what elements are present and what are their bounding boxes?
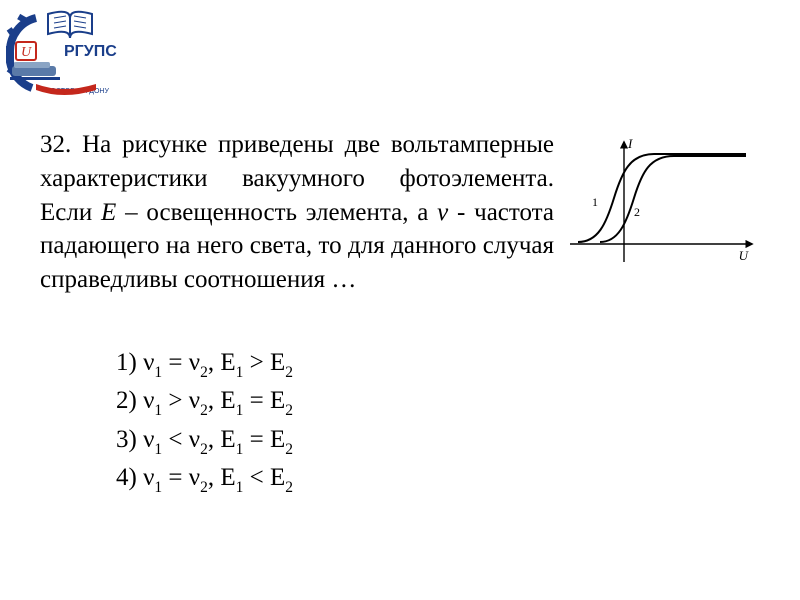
opt2-bs: 2 <box>200 402 208 419</box>
opt4-bs: 2 <box>200 479 208 496</box>
opt2-a: ν <box>143 387 154 414</box>
var-e: E <box>101 199 116 226</box>
opt3-d: E <box>270 426 285 453</box>
opt2-ds: 2 <box>285 402 293 419</box>
opt2-as: 1 <box>154 402 162 419</box>
opt4-c: E <box>220 464 235 491</box>
option-3: 3) ν1 < ν2, E1 = E2 <box>116 422 760 460</box>
svg-text:1: 1 <box>592 195 598 209</box>
svg-text:U: U <box>739 248 750 263</box>
logo-letter: U <box>21 45 32 60</box>
opt1-sep: , <box>208 349 221 376</box>
option-2: 2) ν1 > ν2, E1 = E2 <box>116 383 760 421</box>
opt3-r2: = <box>243 426 270 453</box>
opt2-b: ν <box>189 387 200 414</box>
opt4-r2: < <box>243 464 270 491</box>
opt2-sep: , <box>208 387 221 414</box>
option-4-num: 4) <box>116 464 137 491</box>
opt2-r1: > <box>162 387 189 414</box>
question-text: 32. На рисунке приведены две вольтамперн… <box>40 128 554 297</box>
opt3-b: ν <box>189 426 200 453</box>
opt4-b: ν <box>189 464 200 491</box>
opt2-c: E <box>220 387 235 414</box>
opt1-r2: > <box>243 349 270 376</box>
question-block: 32. На рисунке приведены две вольтамперн… <box>40 128 760 499</box>
answer-options: 1) ν1 = ν2, E1 > E2 2) ν1 > ν2, E1 = E2 … <box>116 345 760 499</box>
opt3-bs: 2 <box>200 441 208 458</box>
opt1-a: ν <box>143 349 154 376</box>
option-2-num: 2) <box>116 387 137 414</box>
opt1-bs: 2 <box>200 364 208 381</box>
university-logo: U РГУПС РОСТОВ-НА-ДОНУ <box>6 6 121 96</box>
opt3-c: E <box>220 426 235 453</box>
iv-chart: 1 2 I U <box>560 128 760 271</box>
opt4-as: 1 <box>154 479 162 496</box>
opt1-cs: 1 <box>236 364 244 381</box>
opt2-r2: = <box>243 387 270 414</box>
option-4: 4) ν1 = ν2, E1 < E2 <box>116 460 760 498</box>
opt4-ds: 2 <box>285 479 293 496</box>
opt2-d: E <box>270 387 285 414</box>
opt3-ds: 2 <box>285 441 293 458</box>
logo-text-main: РГУПС <box>64 43 117 60</box>
opt3-sep: , <box>208 426 221 453</box>
opt1-b: ν <box>189 349 200 376</box>
opt1-c: E <box>220 349 235 376</box>
opt1-as: 1 <box>154 364 162 381</box>
opt1-d: E <box>270 349 285 376</box>
opt4-sep: , <box>208 464 221 491</box>
option-1-num: 1) <box>116 349 137 376</box>
option-1: 1) ν1 = ν2, E1 > E2 <box>116 345 760 383</box>
question-body-2: – освещенность элемента, а <box>116 199 437 226</box>
opt2-cs: 1 <box>236 402 244 419</box>
train-icon <box>10 62 60 80</box>
book-icon <box>48 12 92 38</box>
question-number: 32. <box>40 131 71 158</box>
opt3-as: 1 <box>154 441 162 458</box>
opt4-r1: = <box>162 464 189 491</box>
option-3-num: 3) <box>116 426 137 453</box>
opt4-cs: 1 <box>236 479 244 496</box>
opt3-cs: 1 <box>236 441 244 458</box>
var-v: v <box>437 199 448 226</box>
svg-text:2: 2 <box>634 205 640 219</box>
opt3-r1: < <box>162 426 189 453</box>
opt3-a: ν <box>143 426 154 453</box>
opt1-ds: 2 <box>285 364 293 381</box>
opt4-a: ν <box>143 464 154 491</box>
opt1-r1: = <box>162 349 189 376</box>
opt4-d: E <box>270 464 285 491</box>
svg-text:I: I <box>627 136 633 151</box>
